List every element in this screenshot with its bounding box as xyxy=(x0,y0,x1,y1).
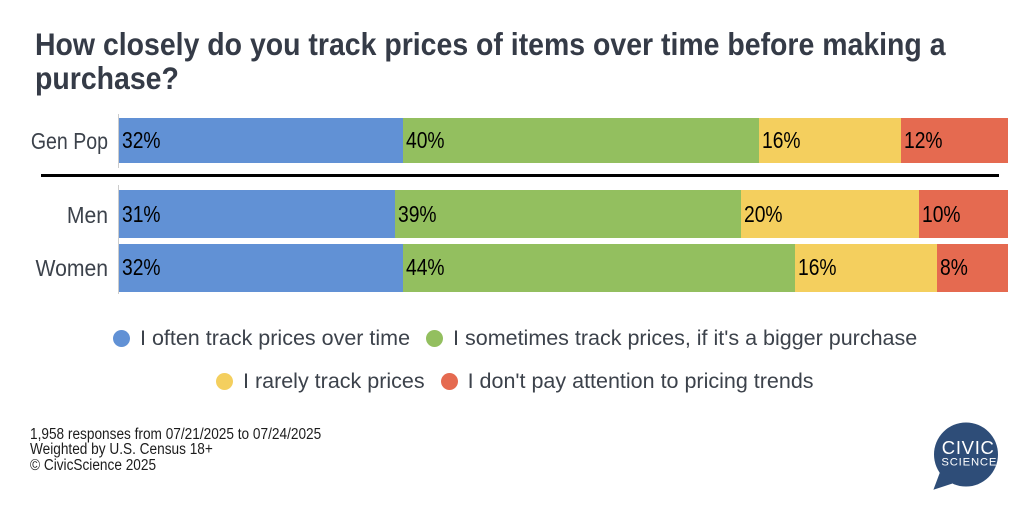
svg-text:CIVIC: CIVIC xyxy=(942,437,995,458)
svg-text:SCIENCE: SCIENCE xyxy=(941,457,997,469)
